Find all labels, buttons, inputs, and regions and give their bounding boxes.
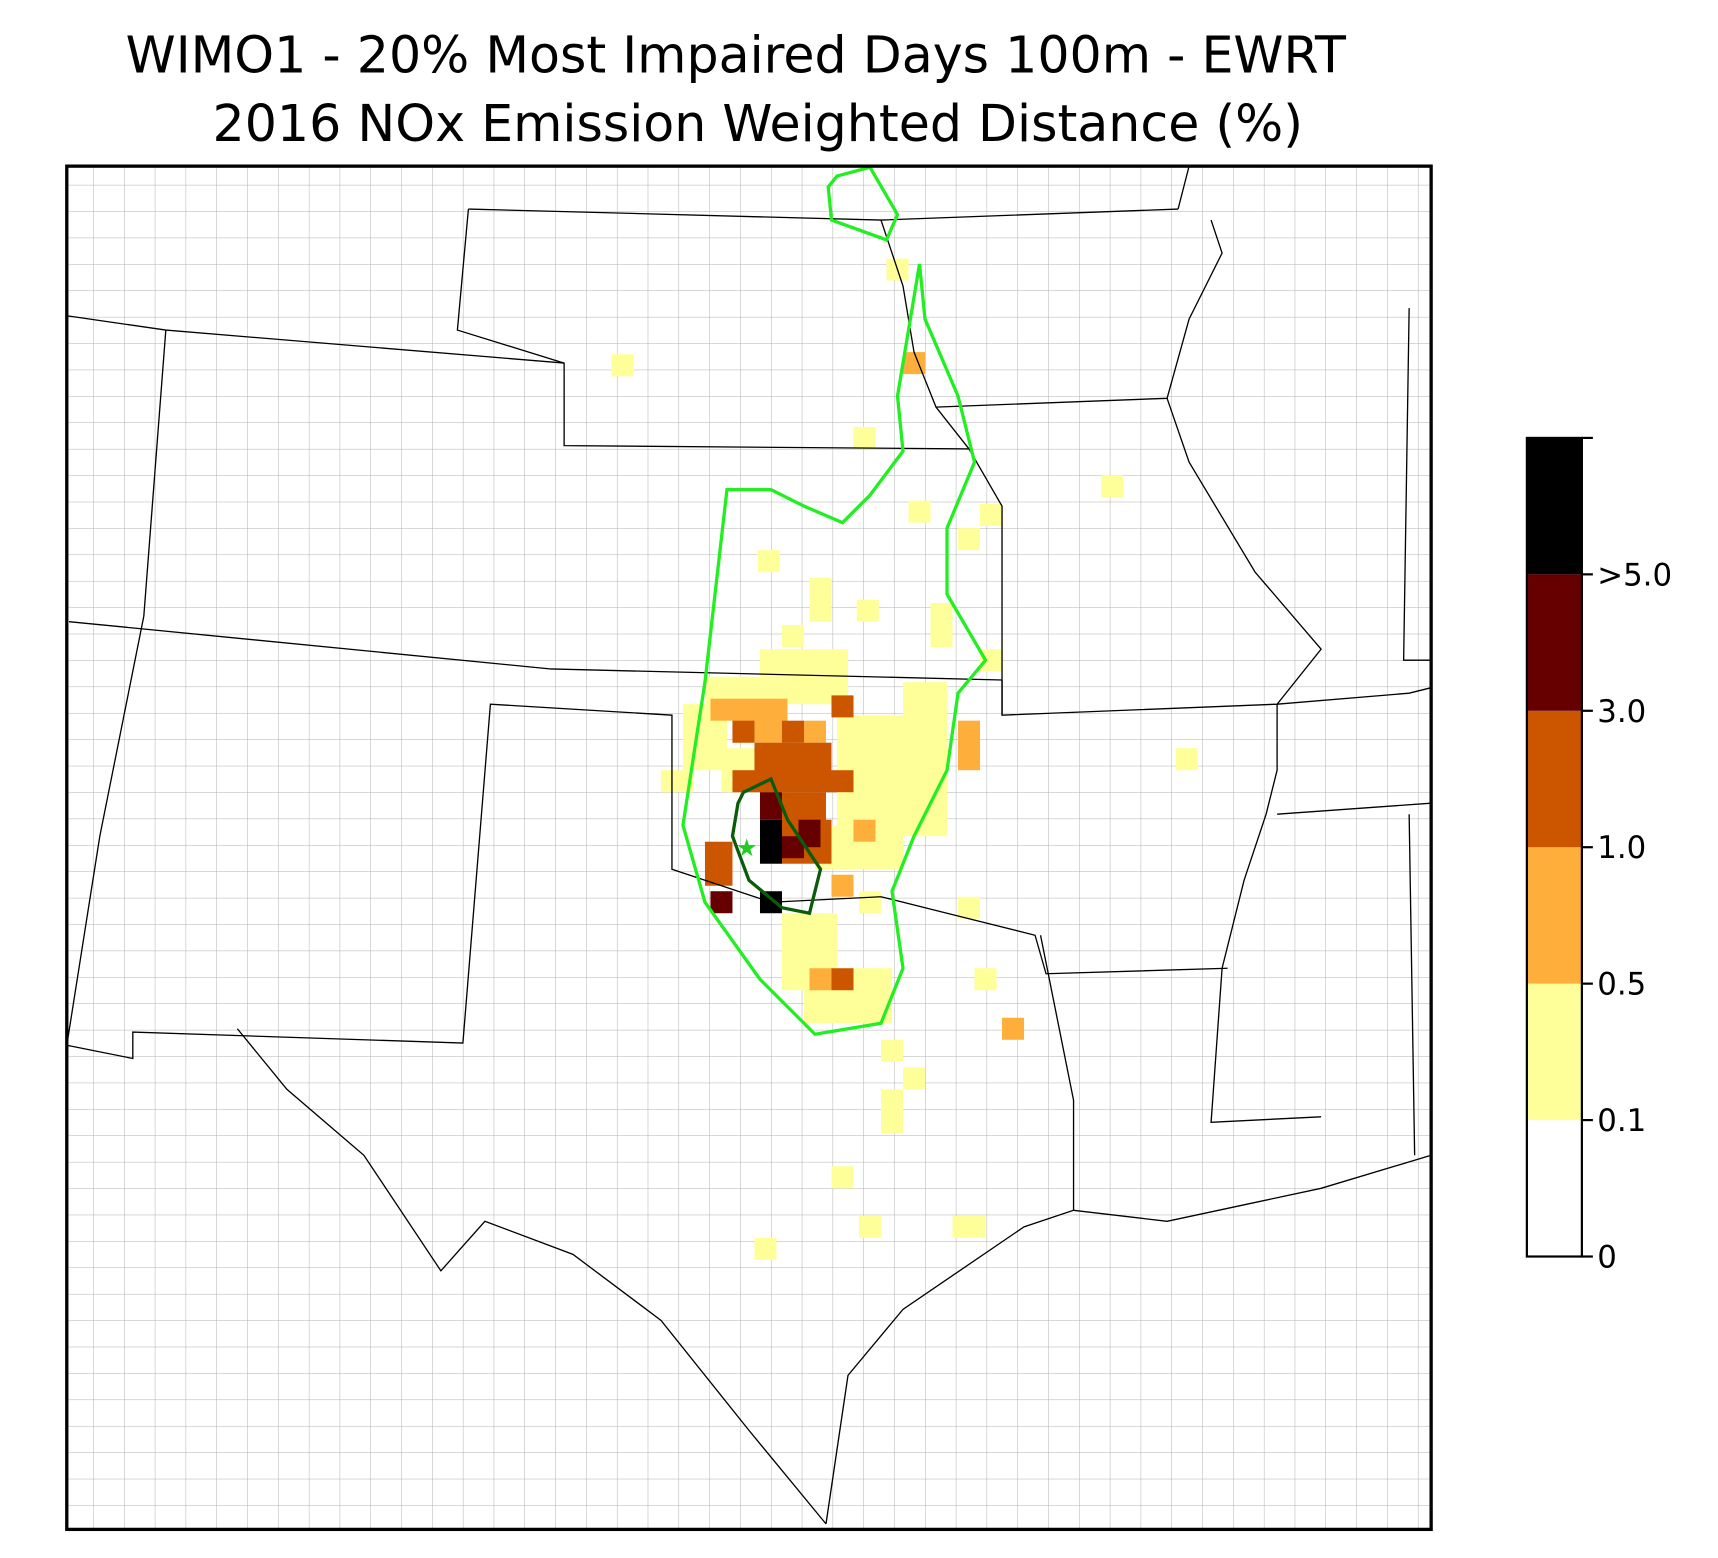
state-borders [66, 166, 1432, 1525]
contour-outer [681, 263, 988, 1037]
colorbar-segment [1526, 710, 1582, 848]
colorbar-tick-label: 3.0 [1597, 694, 1646, 730]
colorbar-segment [1526, 983, 1582, 1121]
colorbar-segment [1526, 437, 1582, 575]
map-frame [65, 164, 1433, 1532]
county-lines [66, 166, 1432, 1530]
colorbar-tick-label: 0.1 [1597, 1103, 1646, 1139]
site-marker: ★ [736, 834, 758, 862]
colorbar-segment [1526, 574, 1582, 711]
colorbar-segment [1526, 847, 1582, 984]
colorbar: 0 0.1 0.5 1.0 3.0 >5.0 [1525, 436, 1672, 1276]
colorbar-segment [1526, 1120, 1582, 1257]
map-subtitle: 2016 NOx Emission Weighted Distance (%) [213, 94, 1304, 153]
colorbar-tick-label: 0.5 [1597, 967, 1646, 1003]
colorbar-tick-label: 0 [1597, 1240, 1617, 1276]
map-title: WIMO1 - 20% Most Impaired Days 100m - EW… [126, 26, 1347, 85]
cells-very-high [710, 792, 821, 914]
map: ★ [66, 166, 1432, 1530]
colorbar-tick-label: >5.0 [1597, 557, 1672, 593]
contour-inner [730, 776, 823, 916]
colorbar-tick-label: 1.0 [1597, 830, 1646, 866]
